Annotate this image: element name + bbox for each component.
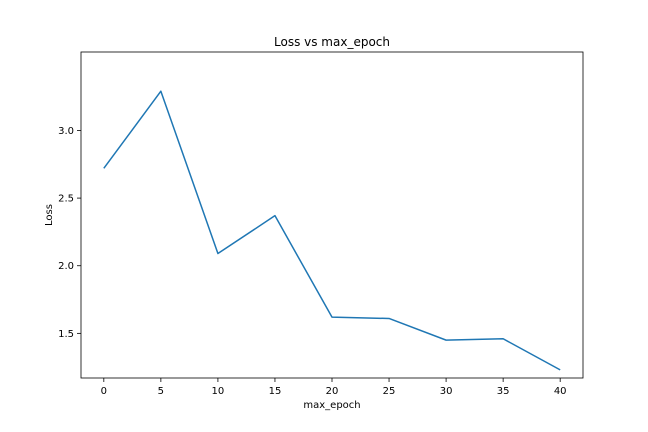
- chart-title: Loss vs max_epoch: [274, 35, 390, 49]
- x-axis: 0 5 10 15 20 25 30 35 40: [101, 378, 567, 397]
- y-tick-label: 3.0: [58, 126, 74, 137]
- x-tick-label: 35: [497, 386, 510, 397]
- x-axis-label: max_epoch: [303, 400, 360, 411]
- x-tick-label: 15: [269, 386, 282, 397]
- x-tick-label: 20: [326, 386, 339, 397]
- plot-area: [103, 90, 561, 371]
- plot-frame: [80, 51, 584, 379]
- x-tick-label: 25: [383, 386, 396, 397]
- x-tick-label: 5: [158, 386, 164, 397]
- x-tick-label: 0: [101, 386, 107, 397]
- series-line: [103, 90, 561, 371]
- y-axis-label: Loss: [44, 204, 55, 226]
- y-tick-label: 1.5: [58, 329, 74, 340]
- x-tick-label: 10: [212, 386, 225, 397]
- x-tick-label: 30: [440, 386, 453, 397]
- y-tick-label: 2.0: [58, 261, 74, 272]
- y-axis: 1.5 2.0 2.5 3.0: [58, 126, 81, 340]
- x-tick-label: 40: [554, 386, 567, 397]
- y-tick-label: 2.5: [58, 194, 74, 205]
